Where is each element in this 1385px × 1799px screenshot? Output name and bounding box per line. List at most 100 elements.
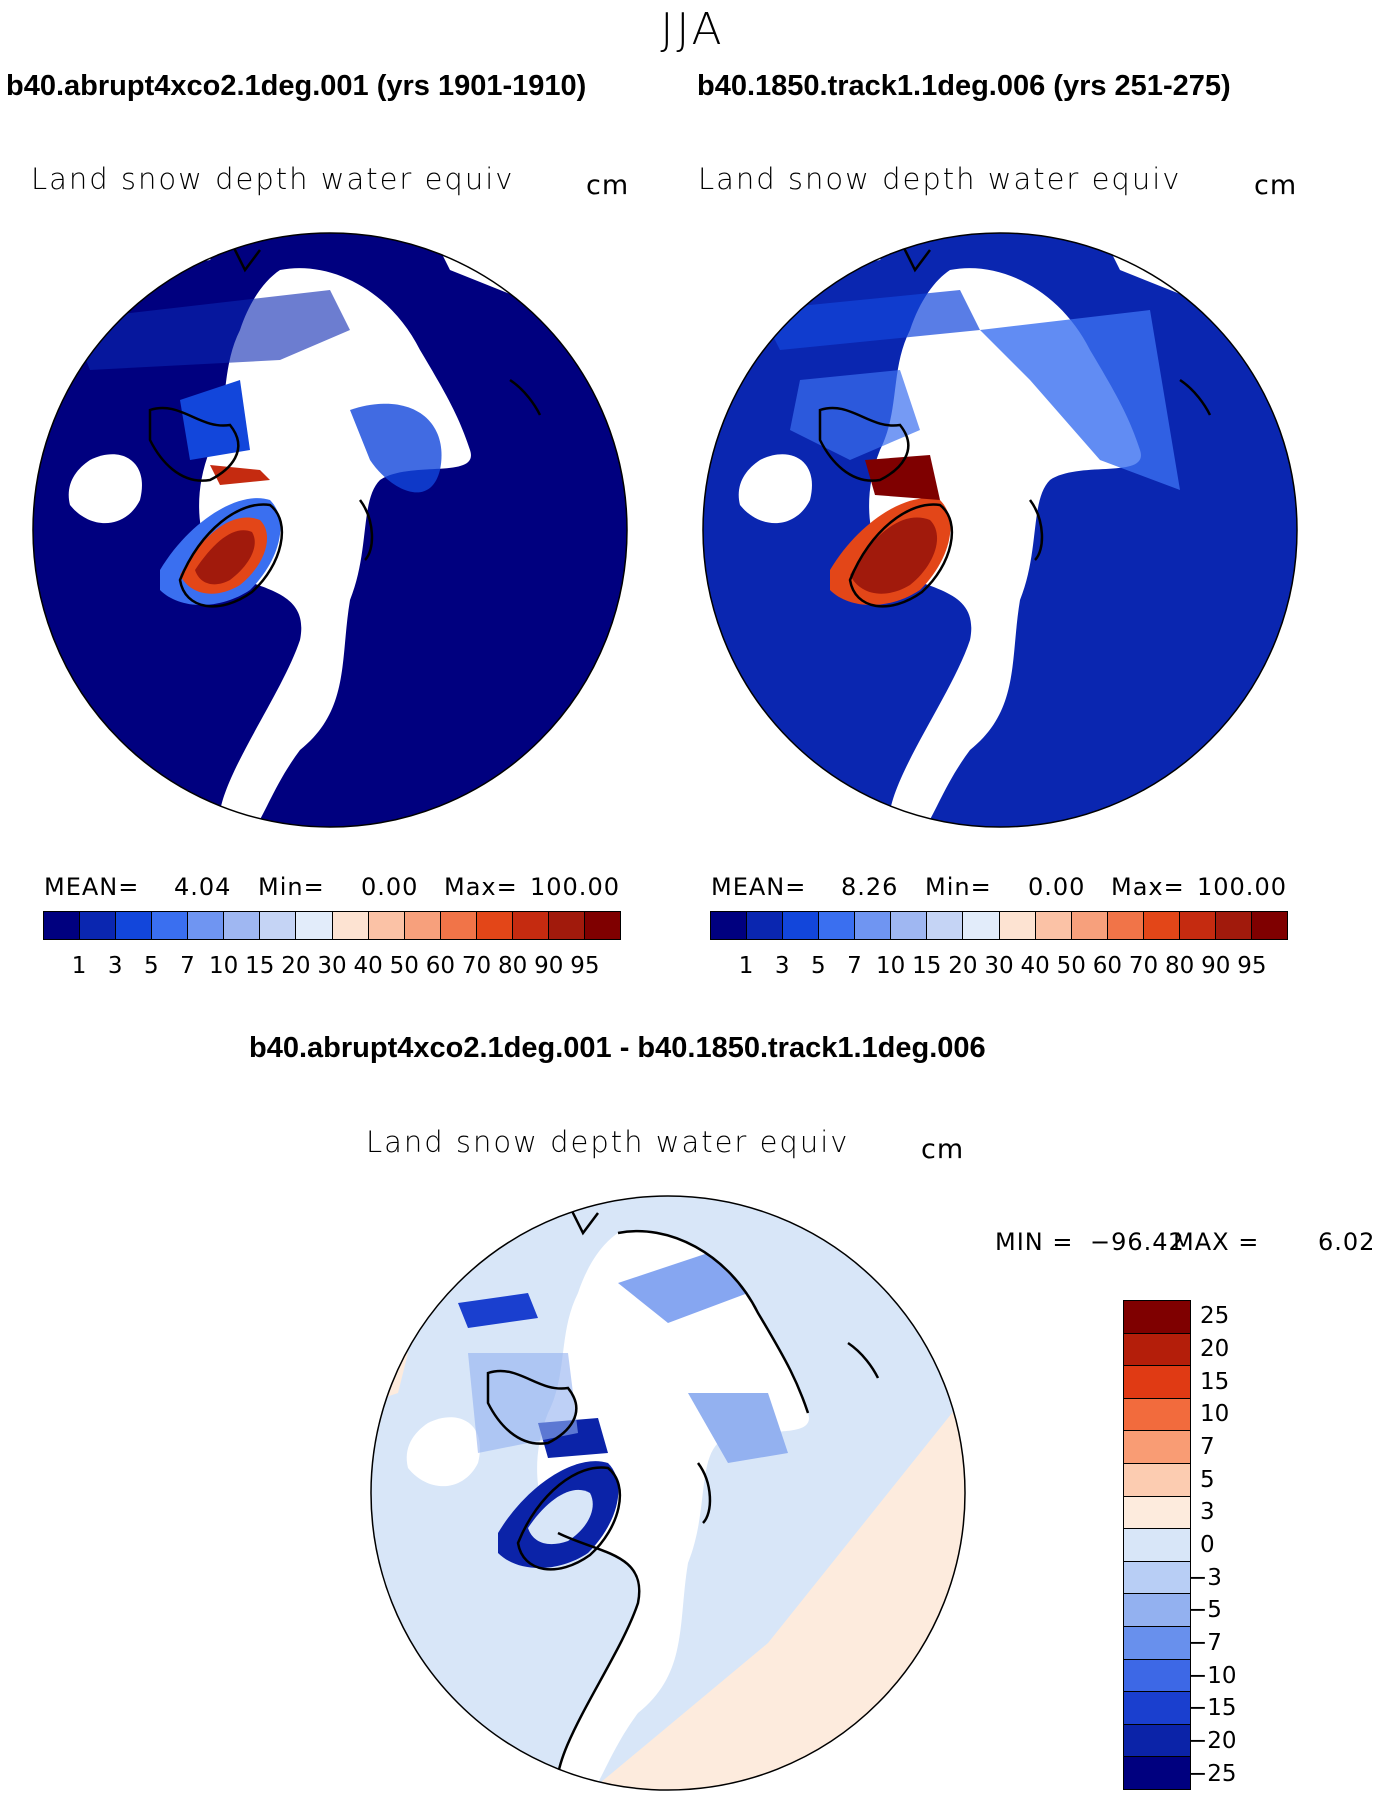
colorbar-swatch — [711, 912, 748, 939]
right-mean-value: 8.26 — [841, 873, 899, 901]
colorbar-tick-label: 60 — [425, 953, 456, 979]
colorbar-tick-label: 80 — [1164, 953, 1195, 979]
colorbar-tick-label: 15 — [1200, 1368, 1230, 1395]
colorbar-swatch — [1124, 1594, 1190, 1627]
colorbar-tick-label: 20 — [281, 953, 311, 979]
colorbar-swatch — [1124, 1757, 1190, 1789]
colorbar-swatch — [855, 912, 892, 939]
colorbar-swatch — [1124, 1692, 1190, 1725]
season-title: JJA — [660, 4, 725, 55]
colorbar-tick-label: 7 — [847, 953, 862, 979]
colorbar-swatch — [476, 912, 513, 939]
colorbar-tick-label: 90 — [534, 953, 564, 979]
colorbar-swatch — [891, 912, 928, 939]
colorbar-swatch — [296, 912, 333, 939]
right-units: cm — [1254, 170, 1298, 201]
colorbar-swatch — [747, 912, 784, 939]
left-mean-value: 4.04 — [174, 873, 232, 901]
colorbar-swatch — [1124, 1626, 1190, 1660]
colorbar-tick-label: 15 — [245, 953, 275, 979]
colorbar-tick-label: −7 — [1188, 1630, 1222, 1656]
colorbar-swatch — [440, 912, 477, 939]
colorbar-tick-label: 50 — [1056, 953, 1086, 979]
colorbar-tick-label: 50 — [389, 953, 419, 979]
colorbar-tick-label: 90 — [1201, 953, 1231, 979]
colorbar-swatch — [999, 912, 1036, 939]
colorbar-tick-label: 5 — [144, 953, 159, 979]
colorbar-tick-label: 7 — [1200, 1434, 1215, 1460]
colorbar-swatch — [332, 912, 369, 939]
colorbar-tick-label: 5 — [1200, 1466, 1215, 1493]
left-max-label: Max= — [444, 873, 518, 901]
colorbar-swatch — [44, 912, 81, 939]
right-max-label: Max= — [1111, 873, 1185, 901]
colorbar-tick-label: −15 — [1188, 1695, 1237, 1722]
right-variable-title: Land snow depth water equiv — [698, 162, 1182, 196]
diff-min-label: MIN = — [995, 1228, 1074, 1256]
left-min-label: Min= — [258, 873, 325, 901]
colorbar-swatch — [1124, 1333, 1190, 1367]
colorbar-swatch — [584, 912, 620, 939]
colorbar-swatch — [1124, 1529, 1190, 1562]
colorbar-tick-label: 40 — [1020, 953, 1050, 979]
colorbar-tick-label: 30 — [317, 953, 347, 979]
colorbar-tick-label: 20 — [948, 953, 978, 979]
colorbar-tick-label: −3 — [1188, 1564, 1222, 1591]
left-colorbar — [43, 911, 621, 940]
colorbar-tick-label: 95 — [1237, 953, 1267, 979]
colorbar-swatch — [224, 912, 261, 939]
colorbar-swatch — [1071, 912, 1108, 939]
left-variable-title: Land snow depth water equiv — [31, 162, 515, 196]
colorbar-swatch — [260, 912, 297, 939]
diff-run-title: b40.abrupt4xco2.1deg.001 - b40.1850.trac… — [249, 1032, 986, 1064]
diff-colorbar — [1123, 1300, 1191, 1790]
colorbar-tick-label: 40 — [353, 953, 383, 979]
colorbar-swatch — [1124, 1659, 1190, 1693]
colorbar-swatch — [404, 912, 441, 939]
colorbar-tick-label: −5 — [1188, 1597, 1222, 1624]
diff-polar-map — [370, 1195, 966, 1791]
colorbar-tick-label: 3 — [1200, 1499, 1215, 1526]
diff-max-label: MAX = — [1173, 1228, 1260, 1256]
colorbar-swatch — [1124, 1431, 1190, 1464]
colorbar-swatch — [188, 912, 225, 939]
colorbar-tick-label: 95 — [570, 953, 600, 979]
right-min-value: 0.00 — [1028, 873, 1086, 901]
colorbar-swatch — [512, 912, 549, 939]
right-colorbar — [710, 911, 1288, 940]
colorbar-swatch — [1124, 1463, 1190, 1497]
colorbar-swatch — [783, 912, 820, 939]
right-run-title: b40.1850.track1.1deg.006 (yrs 251-275) — [697, 70, 1231, 102]
diff-max-value: 6.02 — [1318, 1228, 1376, 1256]
colorbar-tick-label: 0 — [1200, 1532, 1215, 1558]
left-colorbar-ticks: 1 3 5 7 10 15 20 30 40 50 60 70 80 90 95 — [43, 953, 621, 983]
colorbar-tick-label: 3 — [774, 953, 790, 979]
colorbar-swatch — [1124, 1301, 1190, 1334]
colorbar-swatch — [1124, 1724, 1190, 1758]
colorbar-tick-label: 3 — [107, 953, 123, 979]
colorbar-swatch — [927, 912, 964, 939]
colorbar-swatch — [1124, 1398, 1190, 1432]
colorbar-tick-label: 10 — [208, 953, 239, 979]
diff-variable-title: Land snow depth water equiv — [366, 1125, 850, 1159]
left-mean-label: MEAN= — [44, 873, 140, 901]
right-min-label: Min= — [925, 873, 992, 901]
colorbar-tick-label: 70 — [1128, 953, 1159, 979]
colorbar-tick-label: 1 — [738, 953, 754, 979]
colorbar-tick-label: 5 — [811, 953, 826, 979]
diff-min-value: −96.42 — [1090, 1228, 1185, 1256]
colorbar-tick-label: 1 — [71, 953, 87, 979]
left-max-value: 100.00 — [530, 873, 620, 901]
colorbar-swatch — [1124, 1561, 1190, 1595]
colorbar-swatch — [548, 912, 585, 939]
colorbar-swatch — [1215, 912, 1252, 939]
right-polar-map — [702, 232, 1298, 828]
left-run-title: b40.abrupt4xco2.1deg.001 (yrs 1901-1910) — [6, 70, 587, 102]
colorbar-tick-label: 25 — [1200, 1303, 1230, 1330]
colorbar-tick-label: −20 — [1188, 1728, 1237, 1754]
colorbar-swatch — [963, 912, 1000, 939]
colorbar-swatch — [1124, 1496, 1190, 1530]
colorbar-swatch — [80, 912, 117, 939]
right-max-value: 100.00 — [1197, 873, 1287, 901]
colorbar-swatch — [1179, 912, 1216, 939]
